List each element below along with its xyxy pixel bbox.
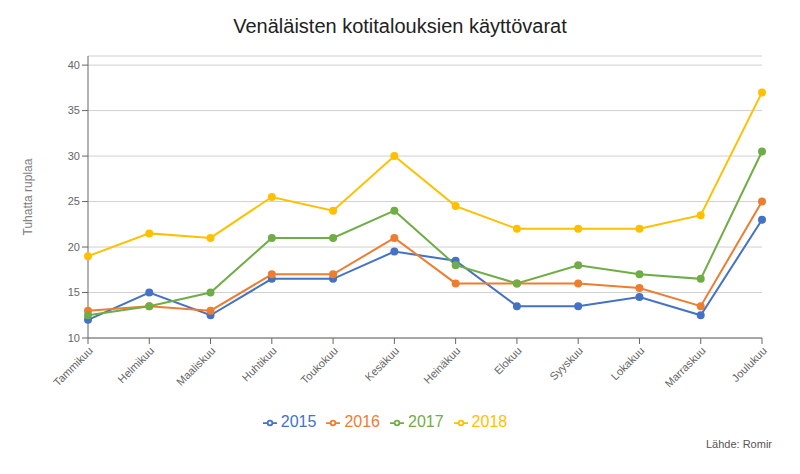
svg-text:40: 40 <box>68 59 80 71</box>
html-text:2017: 2017 <box>408 413 444 430</box>
svg-text:Huhtikuu: Huhtikuu <box>240 344 279 383</box>
svg-text:Kesäkuu: Kesäkuu <box>363 344 402 383</box>
svg-text:Heinäkuu: Heinäkuu <box>421 344 462 385</box>
html-text:2016: 2016 <box>344 413 380 430</box>
svg-text:Lokakuu: Lokakuu <box>608 344 646 382</box>
html-text:Venäläisten kotitalouksien käy: Venäläisten kotitalouksien käyttövarat <box>233 15 567 37</box>
svg-text:35: 35 <box>68 104 80 116</box>
svg-text:Syyskuu: Syyskuu <box>547 344 585 382</box>
svg-text:20: 20 <box>68 241 80 253</box>
svg-text:Maaliskuu: Maaliskuu <box>174 344 218 388</box>
svg-text:Tammikuu: Tammikuu <box>51 344 95 388</box>
svg-text:30: 30 <box>68 150 80 162</box>
html-text:2015: 2015 <box>280 413 317 430</box>
svg-text:15: 15 <box>68 286 80 298</box>
svg-text:Tuhatta ruplaa: Tuhatta ruplaa <box>21 158 35 235</box>
svg-text:10: 10 <box>68 332 80 344</box>
svg-text:Elokuu: Elokuu <box>492 344 524 376</box>
html-text:Lähde: Romir: Lähde: Romir <box>706 438 772 450</box>
svg-text:Joulukuu: Joulukuu <box>729 344 769 384</box>
svg-text:Helmikuu: Helmikuu <box>115 344 156 385</box>
html-text:2018: 2018 <box>471 413 508 430</box>
svg-text:Marraskuu: Marraskuu <box>662 344 707 389</box>
svg-text:Toukokuu: Toukokuu <box>298 344 340 386</box>
svg-text:25: 25 <box>68 195 80 207</box>
